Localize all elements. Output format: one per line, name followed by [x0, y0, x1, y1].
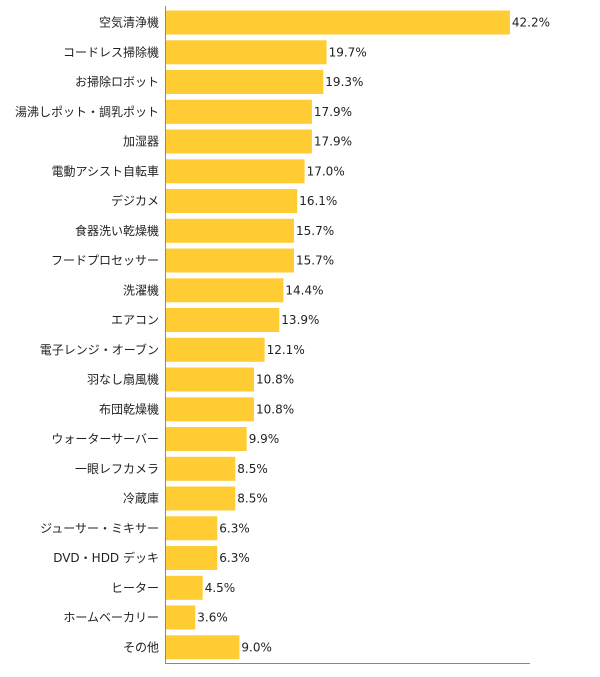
bar — [166, 129, 312, 154]
value-label: 17.9% — [314, 135, 352, 149]
value-label: 17.9% — [314, 105, 352, 119]
category-label: 冷蔵庫 — [123, 492, 159, 506]
value-label: 15.7% — [296, 254, 334, 268]
bar — [166, 308, 280, 332]
value-label: 42.2% — [512, 16, 550, 30]
bar — [166, 70, 324, 94]
bar — [166, 575, 203, 600]
category-label: お掃除ロボット — [75, 74, 159, 89]
value-label: 13.9% — [281, 313, 319, 327]
bar — [166, 605, 196, 630]
value-label: 14.4% — [285, 283, 323, 297]
value-label: 9.0% — [241, 640, 272, 654]
category-label: 布団乾燥機 — [99, 401, 159, 416]
bar — [166, 189, 298, 213]
bar — [166, 367, 254, 392]
value-label: 15.7% — [296, 224, 334, 238]
value-label: 9.9% — [249, 432, 280, 446]
category-label: 湯沸しポット・調乳ポット — [15, 105, 159, 119]
value-labels-group: 42.2% 19.7% 19.3% 17.9% 17.9% 17.0% 16.1% 15.7%… — [197, 16, 550, 655]
value-label: 6.3% — [219, 551, 250, 565]
value-label: 12.1% — [267, 343, 305, 357]
category-label: 食器洗い乾燥機 — [75, 223, 159, 238]
bar — [166, 397, 254, 422]
value-label: 10.8% — [256, 373, 294, 387]
category-label: ジューサー・ミキサー — [40, 521, 159, 535]
value-label: 17.0% — [307, 164, 345, 178]
category-label: 加湿器 — [123, 134, 159, 149]
bar — [166, 159, 305, 184]
value-label: 10.8% — [256, 402, 294, 416]
bars-group — [166, 10, 510, 660]
category-label: その他 — [123, 640, 159, 654]
bar — [166, 40, 327, 65]
bar — [166, 486, 236, 511]
bar — [166, 99, 312, 124]
bar — [166, 337, 265, 362]
bar — [166, 10, 510, 35]
category-label: DVD・HDD デッキ — [53, 550, 159, 565]
bar — [166, 635, 240, 660]
bar — [166, 516, 218, 541]
category-label: エアコン — [111, 313, 159, 327]
category-label: 一眼レフカメラ — [75, 462, 159, 476]
value-label: 8.5% — [237, 462, 267, 476]
category-label: 電子レンジ・オーブン — [40, 342, 159, 357]
bar — [166, 456, 236, 481]
category-label: ウォーターサーバー — [51, 432, 159, 446]
category-labels-group: 空気清浄機コードレス掃除機お掃除ロボット湯沸しポット・調乳ポット加湿器電動アシス… — [15, 15, 159, 655]
bar — [166, 248, 294, 273]
value-label: 4.5% — [205, 581, 236, 595]
category-label: デジカメ — [111, 193, 159, 208]
category-label: 洗濯機 — [123, 282, 159, 297]
category-label: コードレス掃除機 — [63, 44, 159, 59]
bar — [166, 427, 247, 451]
value-label: 6.3% — [219, 521, 250, 535]
value-label: 19.3% — [325, 75, 363, 89]
bar — [166, 218, 294, 243]
category-label: 空気清浄機 — [99, 15, 159, 30]
value-label: 8.5% — [237, 492, 267, 506]
category-label: フードプロセッサー — [51, 254, 159, 268]
category-label: 電動アシスト自転車 — [51, 164, 159, 178]
bar — [166, 278, 284, 303]
value-label: 3.6% — [197, 611, 228, 625]
bar — [166, 546, 218, 570]
category-label: ヒーター — [111, 581, 159, 595]
category-label: ホームベーカリー — [63, 611, 159, 625]
value-label: 16.1% — [299, 194, 337, 208]
value-label: 19.7% — [329, 45, 367, 59]
category-label: 羽なし扇風機 — [87, 372, 159, 387]
